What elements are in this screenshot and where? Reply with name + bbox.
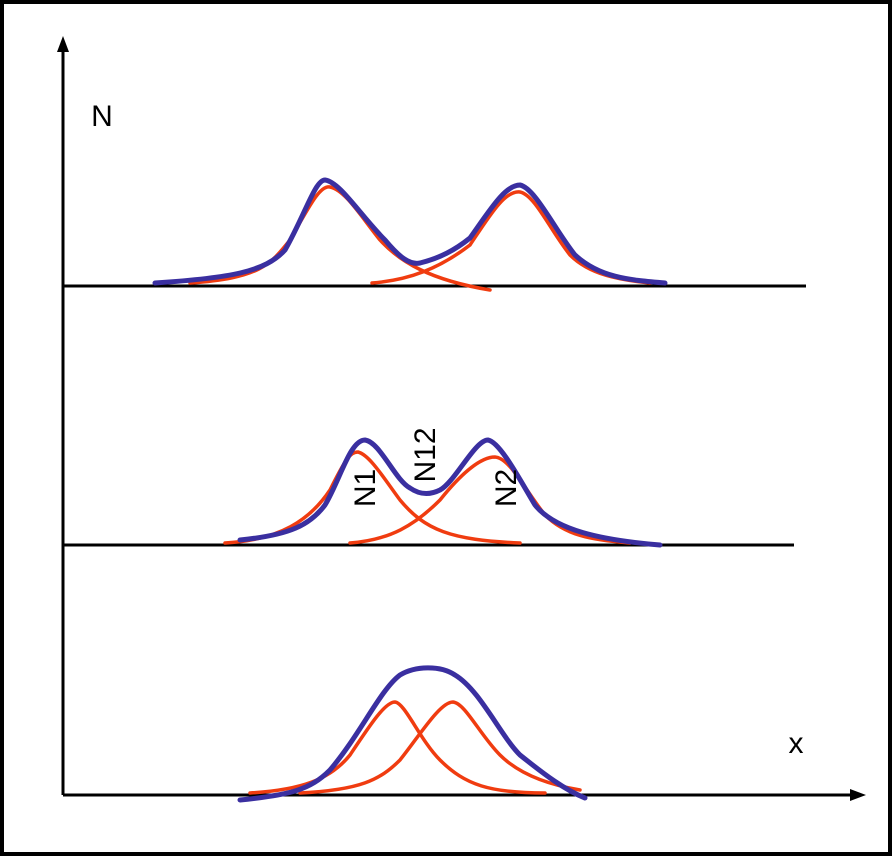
peak-label: N1 [349, 469, 382, 507]
component-curve [298, 700, 582, 795]
y-axis-label: N [91, 100, 113, 133]
component-curve [348, 455, 632, 545]
sum-curve [237, 665, 588, 803]
overlap-label: N12 [409, 427, 442, 482]
x-axis-label: x [789, 727, 804, 760]
sum-curve [152, 177, 668, 286]
y-arrow [57, 36, 69, 52]
sum-curve [237, 437, 663, 548]
peak-label: N2 [490, 469, 523, 507]
component-curve [223, 450, 522, 545]
component-curve [370, 190, 652, 285]
x-arrow [850, 789, 866, 801]
